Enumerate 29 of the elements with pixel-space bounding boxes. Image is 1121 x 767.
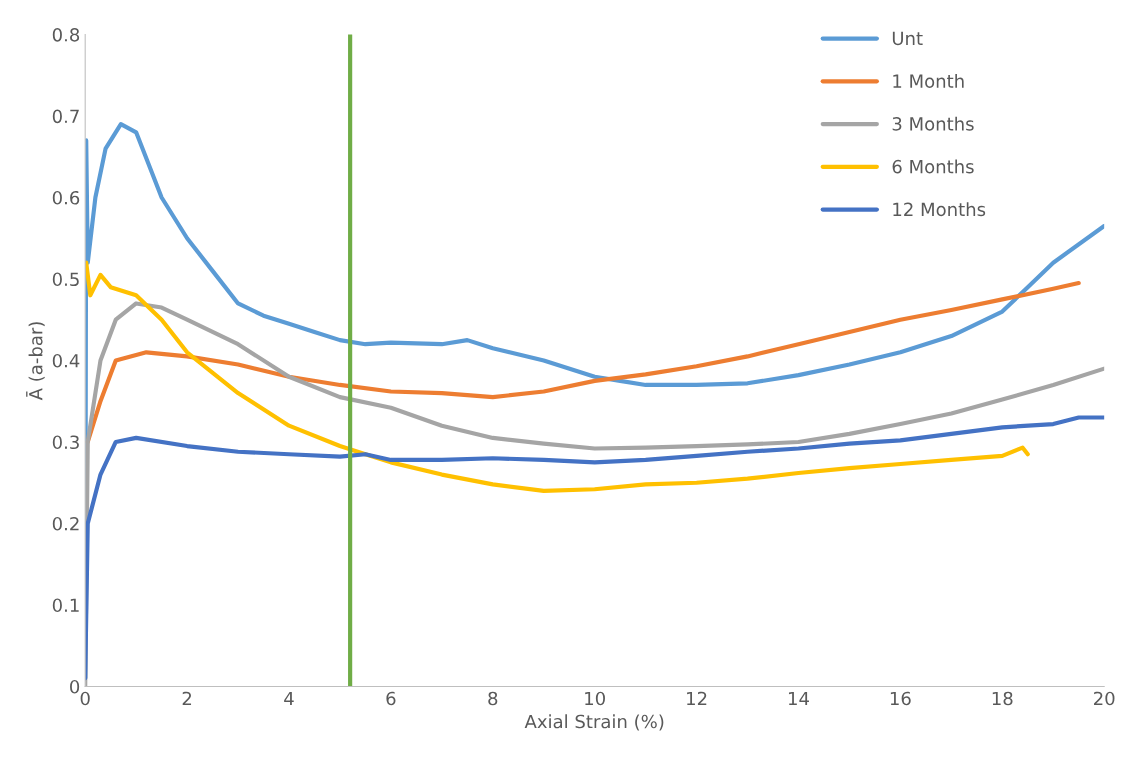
y-tick-label: 0.8 [52,27,80,42]
x-tick-label: 4 [284,691,294,706]
legend-label: 3 Months [892,116,974,131]
y-tick-label: 0.6 [52,190,80,205]
x-tick-label: 14 [788,691,809,706]
x-tick-label: 18 [992,691,1013,706]
y-tick-label: 0.1 [52,598,79,613]
x-tick-label: 6 [386,691,396,706]
legend-label: 6 Months [892,159,974,174]
x-tick-label: 0 [80,691,90,706]
y-tick-label: 0.5 [52,272,79,287]
y-axis-title: Ā (a-bar) [26,322,45,401]
x-tick-label: 20 [1094,691,1115,706]
x-tick-label: 8 [488,691,498,706]
y-tick-label: 0.3 [52,435,79,450]
legend-label: 1 Month [893,73,964,88]
y-tick-label: 0.7 [52,109,79,124]
x-tick-label: 10 [585,691,605,706]
line-series [85,260,1030,493]
line-series [85,415,1105,681]
x-tick-label: 12 [687,691,707,706]
legend-label: 12 Months [893,202,986,217]
x-tick-label: 16 [890,691,911,706]
x-axis-title: Axial Strain (%) [524,714,664,731]
y-tick-label: 0 [70,679,80,694]
y-tick-label: 0.4 [52,353,80,368]
x-tick-label: 2 [182,691,192,706]
legend-label: Unt [892,31,923,46]
y-tick-label: 0.2 [52,516,79,531]
